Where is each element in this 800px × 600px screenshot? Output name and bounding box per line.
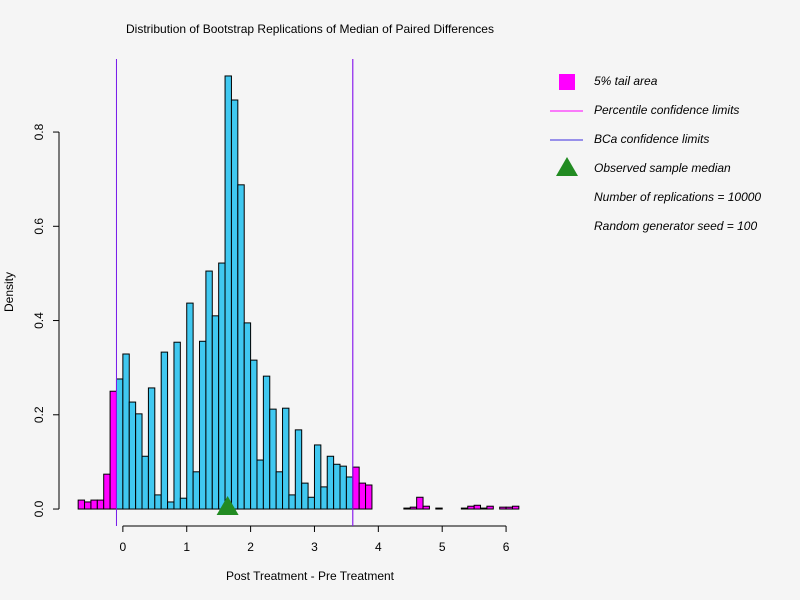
bar — [480, 507, 488, 510]
bar — [275, 471, 284, 510]
y-tick-label: 0.2 — [32, 406, 46, 423]
x-tick-label: 4 — [375, 540, 382, 554]
legend-swatch — [556, 157, 578, 176]
bar — [103, 473, 111, 510]
bar — [294, 429, 303, 510]
bar — [511, 505, 520, 510]
bar — [84, 501, 92, 510]
bar — [192, 471, 201, 510]
bar — [282, 407, 290, 510]
x-tick-label: 3 — [311, 540, 318, 554]
y-tick-label: 0.6 — [32, 218, 46, 235]
bar — [173, 341, 181, 510]
bar — [230, 99, 239, 510]
bar — [320, 486, 328, 510]
legend-label: Number of replications = 10000 — [594, 190, 761, 204]
bar — [90, 499, 98, 510]
bar — [135, 413, 143, 510]
bar — [352, 466, 360, 510]
legend: 5% tail area Percentile confidence limits… — [550, 74, 761, 233]
bar — [141, 455, 149, 510]
legend-label: Observed sample median — [594, 161, 731, 175]
legend-label: 5% tail area — [594, 74, 658, 88]
bar — [243, 322, 252, 510]
bar — [256, 459, 264, 510]
bar — [167, 501, 175, 510]
bar — [365, 484, 373, 510]
y-tick-label: 0.8 — [32, 123, 46, 140]
bar — [237, 184, 245, 510]
bar — [262, 375, 271, 510]
legend-swatch — [559, 74, 575, 90]
bar — [339, 465, 347, 510]
bar — [416, 496, 424, 510]
bar — [199, 340, 207, 510]
bar — [205, 270, 213, 510]
bar — [333, 463, 341, 510]
bar — [307, 496, 315, 510]
bar — [358, 482, 367, 510]
legend-label: Random generator seed = 100 — [594, 219, 757, 233]
x-tick-label: 2 — [247, 540, 254, 554]
bar — [218, 262, 226, 510]
x-tick-label: 5 — [439, 540, 446, 554]
x-tick-label: 0 — [120, 540, 127, 554]
legend-label: BCa confidence limits — [594, 132, 709, 146]
legend-label: Percentile confidence limits — [594, 103, 739, 117]
bar — [326, 455, 335, 510]
bar — [301, 482, 309, 510]
bar — [435, 507, 443, 510]
bar — [269, 408, 277, 510]
observed-median — [216, 496, 239, 516]
x-tick-label: 1 — [183, 540, 190, 554]
bar — [499, 506, 507, 510]
bar — [460, 507, 469, 510]
bar — [473, 504, 482, 510]
bar — [109, 390, 117, 510]
bar — [179, 497, 188, 510]
chart-title: Distribution of Bootstrap Replications o… — [126, 22, 494, 36]
bar — [403, 507, 411, 510]
x-tick-label: 6 — [503, 540, 510, 554]
bar — [224, 75, 232, 510]
bar — [77, 499, 86, 510]
bar — [313, 444, 322, 510]
bar — [345, 476, 354, 510]
bar — [211, 315, 220, 510]
bar — [486, 505, 494, 510]
bar — [122, 353, 130, 510]
bar — [128, 401, 137, 510]
bar — [288, 494, 296, 510]
x-axis-label: Post Treatment - Pre Treatment — [226, 569, 395, 583]
bar — [467, 505, 475, 510]
bar — [505, 506, 513, 510]
bar — [409, 506, 418, 510]
bar — [147, 387, 156, 510]
y-axis-label: Density — [2, 272, 16, 312]
bar — [96, 499, 105, 510]
bar — [115, 378, 124, 510]
bar — [160, 351, 169, 510]
y-tick-label: 0.0 — [32, 500, 46, 517]
bar — [250, 359, 258, 510]
bar — [186, 302, 194, 510]
y-tick-label: 0.4 — [32, 312, 46, 329]
bar — [154, 494, 162, 510]
bar — [422, 505, 430, 510]
